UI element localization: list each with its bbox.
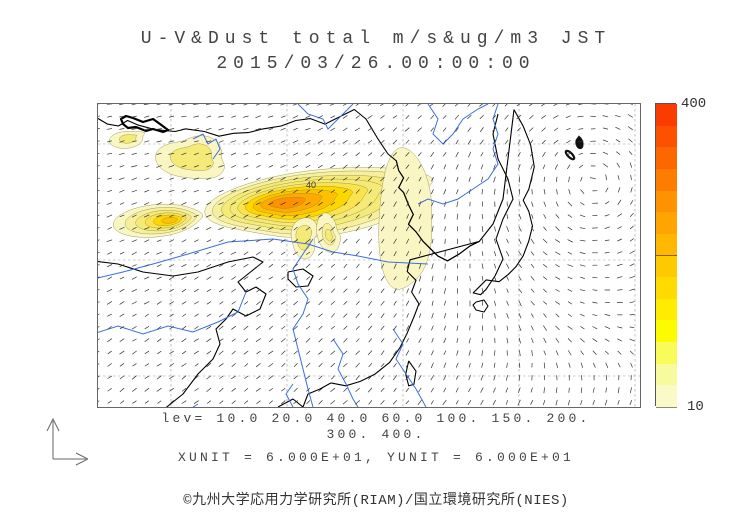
svg-text:40: 40 xyxy=(306,180,316,190)
